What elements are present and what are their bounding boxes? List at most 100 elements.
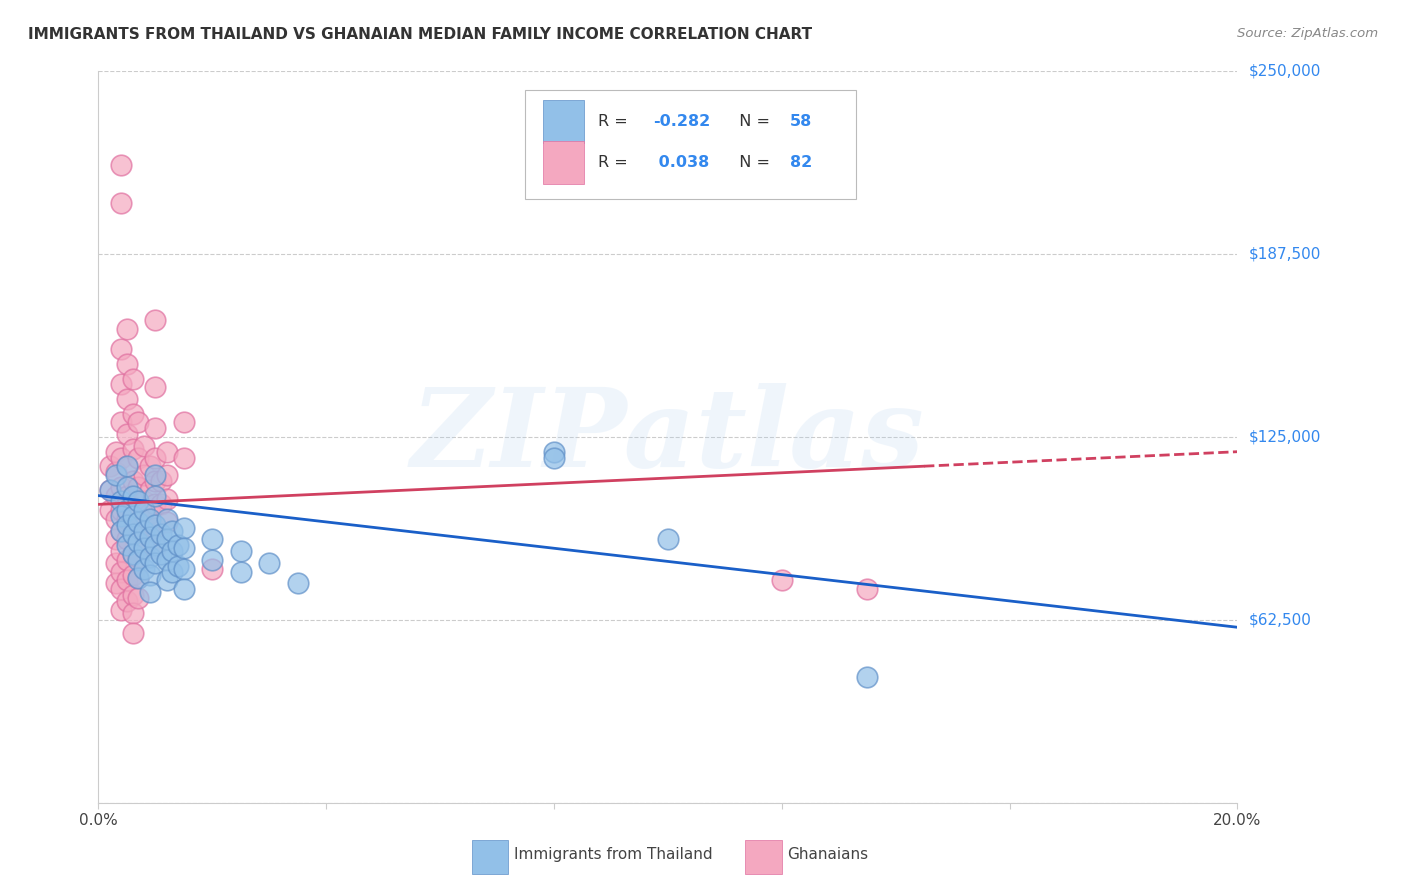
Point	[127, 553, 149, 567]
Text: R =: R =	[599, 155, 633, 170]
Point	[156, 468, 179, 483]
Point	[121, 526, 143, 541]
Point	[856, 582, 879, 597]
Point	[173, 541, 195, 556]
Point	[132, 562, 155, 576]
Point	[121, 371, 143, 385]
Point	[150, 474, 173, 488]
Point	[770, 574, 793, 588]
Point	[121, 588, 143, 602]
Point	[115, 459, 138, 474]
Point	[110, 509, 132, 524]
Text: 0.038: 0.038	[652, 155, 709, 170]
Point	[115, 538, 138, 552]
Point	[110, 524, 132, 538]
Point	[110, 343, 132, 357]
Point	[150, 526, 173, 541]
Point	[156, 574, 179, 588]
Point	[173, 521, 195, 535]
Point	[110, 494, 132, 508]
Point	[132, 439, 155, 453]
Point	[132, 468, 155, 483]
Point	[150, 497, 173, 511]
Point	[145, 450, 167, 465]
Point	[121, 547, 143, 561]
Point	[121, 474, 143, 488]
Point	[138, 585, 160, 599]
Point	[98, 459, 121, 474]
Point	[138, 459, 160, 474]
Point	[156, 553, 179, 567]
Point	[121, 526, 143, 541]
Point	[138, 549, 160, 564]
Point	[167, 538, 190, 552]
Point	[110, 582, 132, 597]
Point	[173, 582, 195, 597]
Point	[127, 450, 149, 465]
Point	[110, 480, 132, 494]
FancyBboxPatch shape	[543, 100, 583, 143]
Point	[162, 544, 184, 558]
Point	[115, 503, 138, 517]
Text: Ghanaians: Ghanaians	[787, 847, 869, 862]
Point	[162, 565, 184, 579]
FancyBboxPatch shape	[745, 840, 782, 874]
Point	[104, 512, 127, 526]
FancyBboxPatch shape	[472, 840, 509, 874]
Point	[132, 538, 155, 552]
Point	[121, 503, 143, 517]
Point	[173, 562, 195, 576]
Point	[156, 444, 179, 458]
Point	[145, 421, 167, 435]
Point	[104, 465, 127, 479]
Point	[132, 541, 155, 556]
Point	[98, 483, 121, 497]
Point	[110, 377, 132, 392]
Point	[104, 576, 127, 591]
Point	[145, 517, 167, 532]
Point	[145, 474, 167, 488]
Point	[173, 416, 195, 430]
Text: -0.282: -0.282	[652, 113, 710, 128]
Point	[145, 489, 167, 503]
Point	[138, 567, 160, 582]
Text: $250,000: $250,000	[1249, 64, 1320, 78]
Point	[110, 158, 132, 172]
Point	[115, 489, 138, 503]
Text: N =: N =	[730, 155, 776, 170]
Text: 82: 82	[790, 155, 811, 170]
FancyBboxPatch shape	[526, 90, 856, 200]
Point	[121, 509, 143, 524]
Point	[121, 547, 143, 561]
Point	[121, 567, 143, 582]
Point	[104, 556, 127, 570]
Point	[104, 489, 127, 503]
Point	[145, 313, 167, 327]
Point	[132, 503, 155, 517]
Point	[110, 544, 132, 558]
Point	[132, 524, 155, 538]
Point	[138, 506, 160, 520]
Point	[98, 483, 121, 497]
Point	[115, 357, 138, 371]
Point	[115, 512, 138, 526]
Point	[229, 565, 252, 579]
Text: $62,500: $62,500	[1249, 613, 1312, 627]
Point	[110, 450, 132, 465]
Point	[104, 533, 127, 547]
Text: 58: 58	[790, 113, 811, 128]
Point	[115, 574, 138, 588]
Point	[127, 549, 149, 564]
Text: IMMIGRANTS FROM THAILAND VS GHANAIAN MEDIAN FAMILY INCOME CORRELATION CHART: IMMIGRANTS FROM THAILAND VS GHANAIAN MED…	[28, 27, 813, 42]
Point	[856, 670, 879, 684]
Point	[115, 480, 138, 494]
Point	[115, 392, 138, 406]
Point	[110, 565, 132, 579]
Point	[145, 556, 167, 570]
Point	[150, 547, 173, 561]
Point	[104, 468, 127, 483]
Point	[110, 196, 132, 211]
Point	[127, 515, 149, 529]
Text: R =: R =	[599, 113, 633, 128]
Point	[145, 497, 167, 511]
